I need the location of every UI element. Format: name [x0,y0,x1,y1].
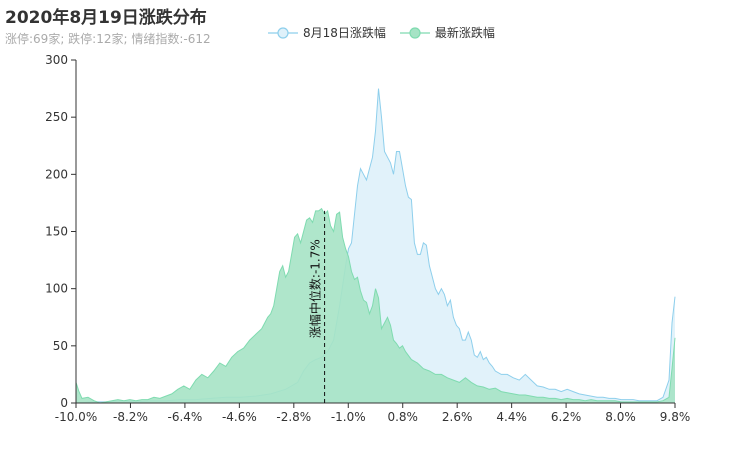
series-1-line [75,207,676,404]
legend-item-series-1[interactable]: 最新涨跌幅 [399,24,495,41]
y-tick-label: 200 [45,167,68,181]
median-markline: 涨幅中位数:-1.7% [308,210,326,403]
series-1-area [76,208,675,403]
y-tick-label: 150 [45,225,68,239]
x-tick-label: -1.0% [331,410,366,424]
y-tick-label: 50 [53,339,68,353]
legend-label-series-1: 最新涨跌幅 [434,26,495,40]
x-tick-label: 0.8% [387,410,418,424]
x-tick-label: 9.8% [660,410,691,424]
legend-marker-series-0 [268,26,298,39]
y-tick-label: 300 [45,53,68,67]
series-0-area [76,88,675,403]
y-tick-label: 250 [45,110,68,124]
legend-item-series-0[interactable]: 8月18日涨跌幅 [268,24,386,41]
series-areas [75,88,676,404]
legend-label-series-0: 8月18日涨跌幅 [303,26,386,40]
y-tick-label: 0 [60,396,68,410]
x-tick-label: -4.6% [222,410,257,424]
chart-legend: 8月18日涨跌幅 最新涨跌幅 [268,24,509,41]
x-tick-label: -10.0% [55,410,97,424]
x-tick-label: -2.8% [276,410,311,424]
x-tick-label: 8.0% [605,410,636,424]
legend-marker-series-1 [399,26,430,39]
x-tick-label: 6.2% [551,410,582,424]
x-tick-label: 2.6% [442,410,473,424]
y-tick-label: 100 [45,282,68,296]
x-tick-label: -8.2% [113,410,148,424]
chart-subtitle: 涨停:69家; 跌停:12家; 情绪指数:-612 [5,32,211,46]
x-tick-label: 4.4% [496,410,527,424]
chart-title: 2020年8月19日涨跌分布 [5,8,207,28]
chart-axes: 0 50 100 150 200 250 300 -10.0% -8.2% -6.4% -4.6% -… [45,53,690,424]
x-tick-label: -6.4% [167,410,202,424]
markline-label: 涨幅中位数:-1.7% [308,239,323,338]
